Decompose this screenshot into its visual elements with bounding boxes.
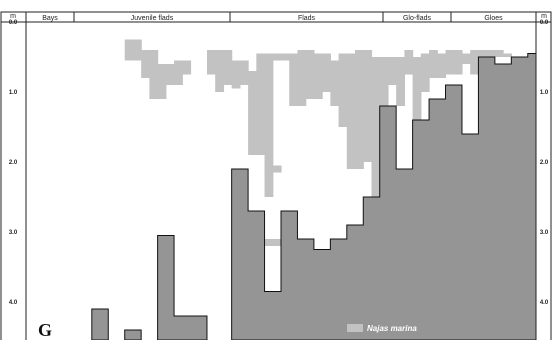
depth-tick-label-right: 4.0 xyxy=(540,300,549,306)
najas-cell xyxy=(305,50,315,99)
depth-tick-label-right: 2.0 xyxy=(540,160,549,166)
najas-cell xyxy=(313,53,323,99)
zone-label: Juvenile flads xyxy=(131,15,174,22)
najas-cell xyxy=(437,53,447,78)
depth-tick-label-left: 4.0 xyxy=(9,300,18,306)
najas-patch xyxy=(264,165,274,173)
najas-patch xyxy=(272,239,282,246)
najas-cell xyxy=(346,53,356,169)
najas-patch xyxy=(272,165,282,173)
sediment-block xyxy=(91,308,109,340)
outer-frame xyxy=(0,11,552,340)
najas-cell xyxy=(412,57,422,120)
najas-cell xyxy=(297,50,307,106)
najas-cell xyxy=(429,50,438,78)
najas-cell xyxy=(248,71,257,155)
najas-cell xyxy=(141,50,150,78)
najas-cell xyxy=(124,39,134,61)
depth-tick-label-left: 1.0 xyxy=(9,90,18,96)
zone-label: Gloes xyxy=(484,15,503,22)
najas-cell xyxy=(182,60,192,75)
najas-cell xyxy=(371,57,381,197)
najas-cell xyxy=(256,53,266,155)
najas-cell xyxy=(486,50,496,57)
panel-label: G xyxy=(38,320,52,340)
najas-cell xyxy=(445,50,455,75)
legend-label-najas-marina: Najas marina xyxy=(367,324,417,333)
najas-cell xyxy=(420,53,430,92)
depth-tick-label-left: 0.0 xyxy=(9,20,18,26)
najas-cell xyxy=(404,50,414,75)
legend-swatch-najas-marina xyxy=(347,324,363,332)
najas-cell xyxy=(363,50,373,162)
najas-cell xyxy=(215,50,225,92)
najas-cell xyxy=(396,57,405,106)
depth-tick-label-right: 0.0 xyxy=(540,20,549,26)
najas-cell xyxy=(206,50,216,75)
najas-cell xyxy=(239,60,249,85)
najas-cell xyxy=(264,53,274,197)
depth-tick-label-right: 3.0 xyxy=(540,230,549,236)
najas-cell xyxy=(503,53,512,57)
najas-cell xyxy=(470,50,480,75)
najas-cell xyxy=(338,53,348,127)
depth-tick-label-right: 1.0 xyxy=(540,90,549,96)
najas-cell xyxy=(494,50,504,57)
unit-label-left: m xyxy=(10,13,16,20)
najas-cell xyxy=(322,53,331,92)
najas-cell xyxy=(223,50,233,85)
najas-cell xyxy=(330,60,340,106)
najas-cell xyxy=(281,53,290,61)
sediment-block xyxy=(157,235,208,340)
najas-cell xyxy=(355,50,364,169)
najas-cell xyxy=(272,53,282,61)
najas-cell xyxy=(461,53,471,64)
unit-label-right: m xyxy=(541,13,547,20)
zone-header: Bays Juvenile flads Flads Glo-flads Gloes xyxy=(42,12,503,22)
sediment-block xyxy=(231,53,537,340)
depth-tick-label-left: 3.0 xyxy=(9,230,18,236)
frame-layer xyxy=(0,11,552,340)
najas-cell xyxy=(174,60,183,85)
zone-label: Bays xyxy=(42,15,58,22)
najas-cell xyxy=(453,50,463,75)
sediment-block xyxy=(124,329,142,340)
najas-patch xyxy=(264,239,274,246)
najas-cell xyxy=(289,53,299,106)
tick-layer: 0.0 0.0 1.0 1.0 2.0 2.0 3.0 3.0 4.0 4.0 xyxy=(9,20,549,306)
najas-cell xyxy=(132,39,142,61)
najas-cell xyxy=(149,50,159,99)
najas-cell xyxy=(165,64,175,85)
najas-cell xyxy=(231,60,241,89)
depth-tick-label-left: 2.0 xyxy=(9,160,18,166)
zone-label: Flads xyxy=(298,15,316,22)
najas-cell xyxy=(157,64,167,99)
najas-cell xyxy=(387,57,397,85)
zone-label: Glo-flads xyxy=(403,15,432,22)
sediment-layer xyxy=(91,53,537,340)
